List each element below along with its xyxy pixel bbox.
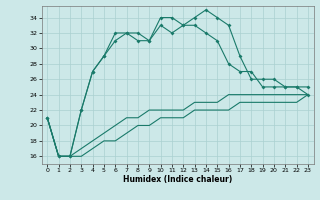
X-axis label: Humidex (Indice chaleur): Humidex (Indice chaleur) <box>123 175 232 184</box>
